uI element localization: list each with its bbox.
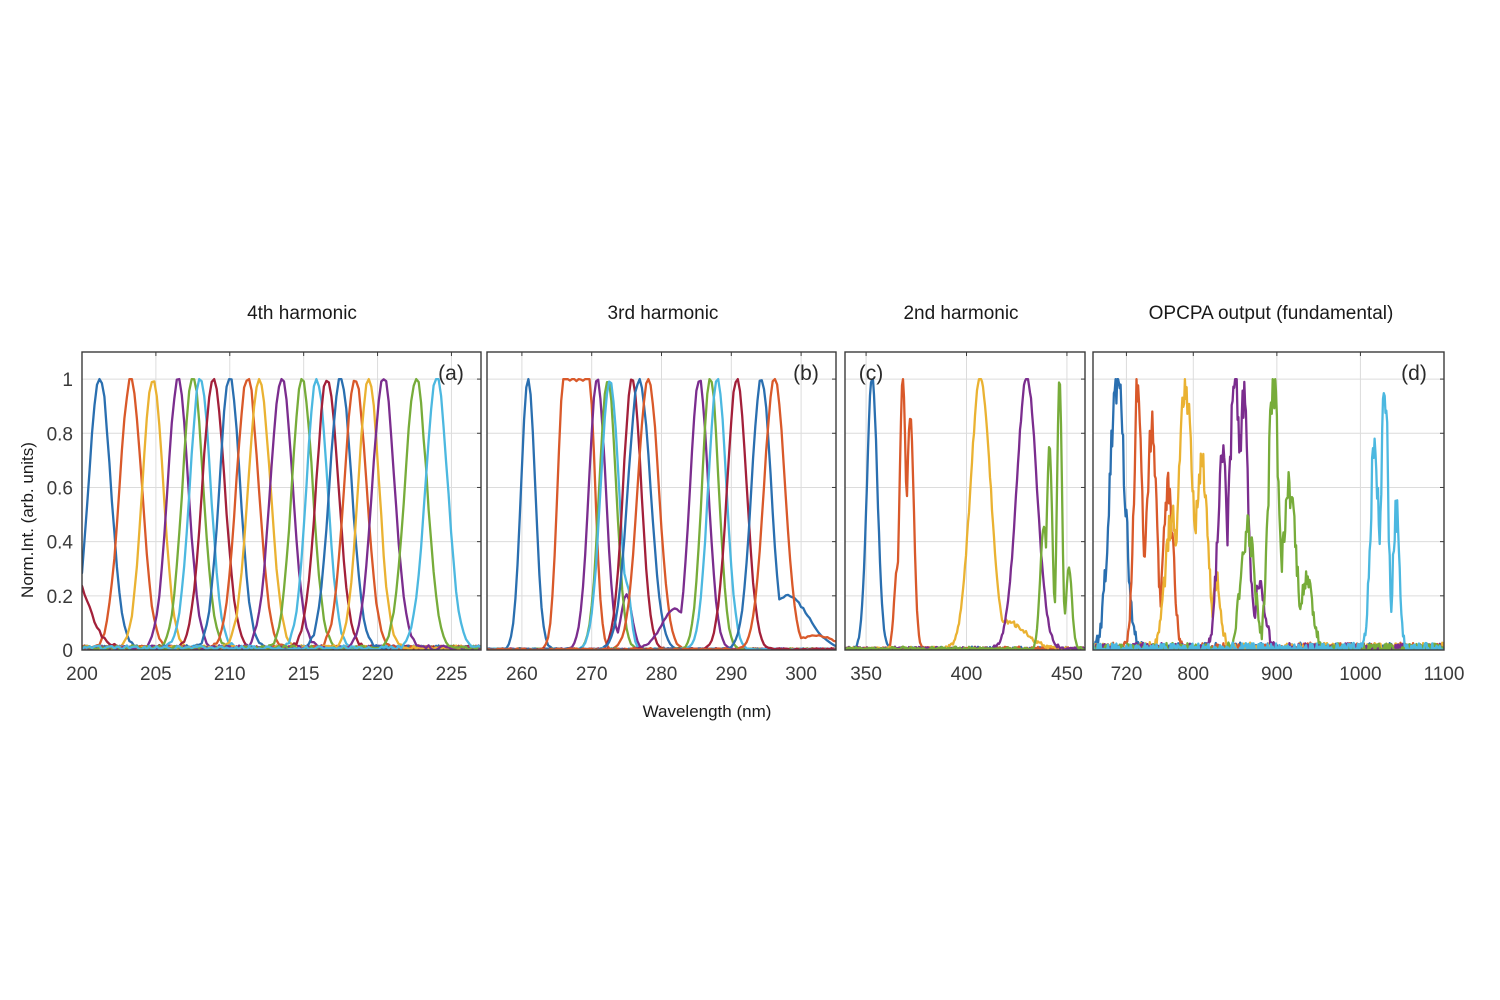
panel-tag: (c) — [859, 362, 884, 385]
y-tick-label: 0 — [62, 641, 73, 662]
panel-tag: (d) — [1401, 362, 1427, 385]
panel-title: 2nd harmonic — [903, 303, 1018, 324]
x-tick-label: 210 — [214, 664, 246, 685]
x-tick-label: 205 — [140, 664, 172, 685]
shared-x-axis-label: Wavelength (nm) — [643, 702, 772, 721]
x-tick-label: 200 — [66, 664, 98, 685]
y-tick-label: 0.4 — [47, 533, 74, 554]
x-tick-label: 800 — [1177, 664, 1209, 685]
x-tick-label: 450 — [1051, 664, 1083, 685]
x-tick-label: 280 — [646, 664, 678, 685]
x-tick-label: 225 — [436, 664, 468, 685]
axes-frame — [486, 351, 837, 651]
x-tick-label: 900 — [1261, 664, 1293, 685]
series-line-green — [845, 381, 1085, 650]
series-group — [1093, 377, 1444, 650]
panel-tag: (b) — [793, 362, 819, 385]
x-tick-label: 290 — [715, 664, 747, 685]
panel-title: OPCPA output (fundamental) — [1149, 303, 1394, 324]
axes-frame — [81, 351, 482, 651]
series-line-cyan — [1093, 392, 1444, 650]
x-tick-label: 220 — [362, 664, 394, 685]
x-tick-label: 1000 — [1339, 664, 1381, 685]
x-tick-label: 1100 — [1424, 664, 1465, 685]
y-tick-label: 0.2 — [47, 587, 73, 608]
panel-b: 3rd harmonic 260 270 280 290 300 (b) — [486, 303, 837, 685]
panel-c: 2nd harmonic 350 400 450 (c) — [844, 303, 1086, 685]
panel-tag: (a) — [438, 362, 464, 385]
x-tick-label: 720 — [1111, 664, 1143, 685]
axes-frame — [844, 351, 1086, 651]
panel-title: 4th harmonic — [247, 303, 357, 324]
x-tick-label: 215 — [288, 664, 320, 685]
x-tick-label: 350 — [850, 664, 882, 685]
x-tick-label: 270 — [576, 664, 608, 685]
y-tick-label: 0.8 — [47, 424, 73, 445]
shared-y-axis-label: Norm.Int. (arb. units) — [18, 442, 37, 598]
x-tick-label: 300 — [785, 664, 817, 685]
panel-d: OPCPA output (fundamental) 720 800 900 1000 1… — [1092, 303, 1465, 685]
y-tick-label: 0.6 — [47, 478, 73, 499]
x-tick-label: 400 — [951, 664, 983, 685]
x-tick-label: 260 — [506, 664, 538, 685]
axes-frame — [1092, 351, 1445, 651]
panel-a: 4th harmonic 200 205 210 215 220 225 0 0.2 0.4 0.6… — [47, 303, 482, 685]
y-tick-label: 1 — [62, 370, 73, 391]
series-line-cyan — [82, 377, 481, 650]
panel-title: 3rd harmonic — [608, 303, 719, 324]
